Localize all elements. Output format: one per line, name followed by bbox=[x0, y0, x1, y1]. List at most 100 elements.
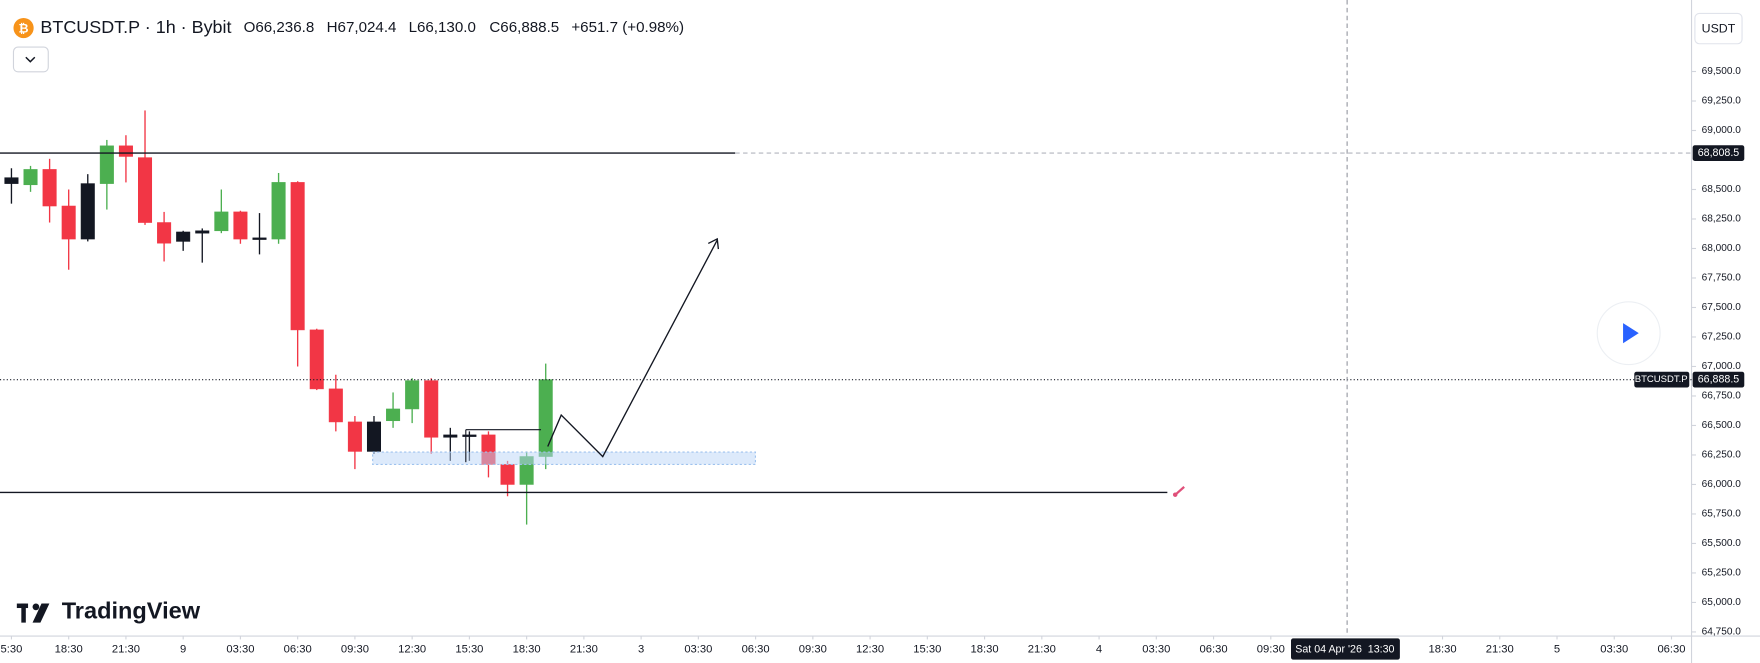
high-value: H67,024.4 bbox=[327, 19, 397, 36]
candle-body bbox=[462, 434, 477, 437]
watermark-text: TradingView bbox=[62, 598, 201, 624]
candle-body bbox=[233, 211, 248, 240]
x-tick-label: 18:30 bbox=[971, 644, 999, 656]
x-tick-label: 3 bbox=[638, 644, 644, 656]
x-tick-label: 06:30 bbox=[1200, 644, 1228, 656]
candle-body bbox=[80, 183, 95, 240]
y-tick-label: 65,750.0 bbox=[1702, 509, 1742, 520]
candle-body bbox=[443, 434, 458, 438]
y-tick-label: 67,000.0 bbox=[1702, 361, 1742, 372]
y-tick-label: 69,250.0 bbox=[1702, 96, 1742, 107]
y-tick-label: 65,000.0 bbox=[1702, 597, 1742, 608]
candle-body bbox=[176, 231, 191, 242]
candle-body bbox=[157, 222, 172, 244]
x-tick-label: 06:30 bbox=[284, 644, 312, 656]
y-tick-label: 69,000.0 bbox=[1702, 125, 1742, 136]
symbol-label-bg bbox=[1634, 371, 1690, 388]
x-tick-label: 09:30 bbox=[341, 644, 369, 656]
candle-body bbox=[290, 182, 305, 331]
x-tick-label: 21:30 bbox=[1486, 644, 1514, 656]
low-value: L66,130.0 bbox=[409, 19, 476, 36]
watermark: TradingView bbox=[16, 598, 201, 624]
candle-body bbox=[42, 169, 57, 207]
x-tick-label: 06:30 bbox=[1657, 644, 1685, 656]
candle-body bbox=[4, 177, 19, 184]
candle-body bbox=[347, 421, 362, 452]
x-tick-label: 9 bbox=[180, 644, 186, 656]
x-tick-label: 12:30 bbox=[398, 644, 426, 656]
candle-body bbox=[252, 237, 267, 240]
candle-body bbox=[366, 421, 382, 452]
y-tick-label: 67,250.0 bbox=[1702, 332, 1742, 343]
candle-body bbox=[328, 388, 343, 423]
candle-body bbox=[405, 380, 420, 410]
x-tick-label: 03:30 bbox=[684, 644, 712, 656]
candle-body bbox=[61, 205, 76, 240]
candle-body bbox=[99, 145, 114, 184]
y-tick-label: 66,750.0 bbox=[1702, 391, 1742, 402]
y-tick-label: 66,250.0 bbox=[1702, 450, 1742, 461]
y-tick-label: 69,500.0 bbox=[1702, 66, 1742, 77]
x-tick-label: 03:30 bbox=[1142, 644, 1170, 656]
symbol-label: BTCUSDT.P bbox=[1635, 374, 1688, 385]
candle-body bbox=[214, 211, 229, 232]
last-price-label-bg bbox=[1692, 371, 1745, 388]
symbol-icon-glyph: ₿ bbox=[19, 21, 29, 35]
close-value: C66,888.5 bbox=[489, 19, 559, 36]
x-tick-label: 06:30 bbox=[742, 644, 770, 656]
x-tick-label: 03:30 bbox=[1600, 644, 1628, 656]
currency-button[interactable]: USDT bbox=[1694, 12, 1743, 45]
y-tick-label: 68,500.0 bbox=[1702, 184, 1742, 195]
x-tick-label: 21:30 bbox=[112, 644, 140, 656]
arrow-head bbox=[707, 237, 720, 250]
candle-body bbox=[538, 379, 553, 457]
change-value: +651.7 (+0.98%) bbox=[571, 19, 684, 36]
y-tick-label: 67,500.0 bbox=[1702, 302, 1742, 313]
symbol-title[interactable]: BTCUSDT.P · 1h · Bybit bbox=[40, 17, 231, 37]
candle-body bbox=[309, 329, 324, 390]
y-tick-label: 65,500.0 bbox=[1702, 538, 1742, 549]
pencil-icon[interactable] bbox=[1172, 486, 1185, 497]
candle-body bbox=[271, 182, 286, 240]
symbol-icon bbox=[13, 17, 34, 39]
y-tick-label: 64,750.0 bbox=[1702, 627, 1742, 638]
x-tick-label: 18:30 bbox=[55, 644, 83, 656]
candle-body bbox=[386, 408, 401, 422]
candle-body bbox=[23, 169, 38, 186]
x-tick-label: 15:30 bbox=[455, 644, 483, 656]
x-tick-label: 4 bbox=[1096, 644, 1102, 656]
price-line-label-bg bbox=[1692, 145, 1745, 161]
x-tick-label: 15:30 bbox=[913, 644, 941, 656]
x-tick-label: 09:30 bbox=[1257, 644, 1285, 656]
projection-path bbox=[547, 239, 718, 458]
y-tick-label: 68,250.0 bbox=[1702, 214, 1742, 225]
currency-label: USDT bbox=[1702, 21, 1736, 35]
price-line-label: 68,808.5 bbox=[1698, 147, 1740, 159]
play-button[interactable] bbox=[1596, 301, 1661, 366]
x-tick-label: 5 bbox=[1554, 644, 1560, 656]
candle-body bbox=[138, 157, 153, 223]
x-tick-label: 18:30 bbox=[1428, 644, 1456, 656]
x-tick-label: 21:30 bbox=[570, 644, 598, 656]
y-tick-label: 67,750.0 bbox=[1702, 273, 1742, 284]
x-tick-label: 12:30 bbox=[856, 644, 884, 656]
x-tick-label: 5:30 bbox=[1, 644, 23, 656]
x-tick-label: 09:30 bbox=[799, 644, 827, 656]
x-tick-label: 21:30 bbox=[1028, 644, 1056, 656]
candle-body bbox=[424, 380, 439, 438]
candle-body bbox=[500, 464, 515, 485]
y-tick-label: 66,500.0 bbox=[1702, 420, 1742, 431]
collapse-button[interactable] bbox=[12, 46, 49, 73]
x-tick-label: 18:30 bbox=[513, 644, 541, 656]
crosshair-label-bg bbox=[1290, 638, 1400, 660]
demand-zone bbox=[372, 451, 756, 465]
open-value: O66,236.8 bbox=[244, 19, 315, 36]
candle-body bbox=[195, 230, 210, 234]
y-tick-label: 68,000.0 bbox=[1702, 243, 1742, 254]
crosshair-label: Sat 04 Apr '26 13:30 bbox=[1295, 643, 1394, 655]
y-tick-label: 66,000.0 bbox=[1702, 479, 1742, 490]
candle-body bbox=[118, 145, 133, 157]
